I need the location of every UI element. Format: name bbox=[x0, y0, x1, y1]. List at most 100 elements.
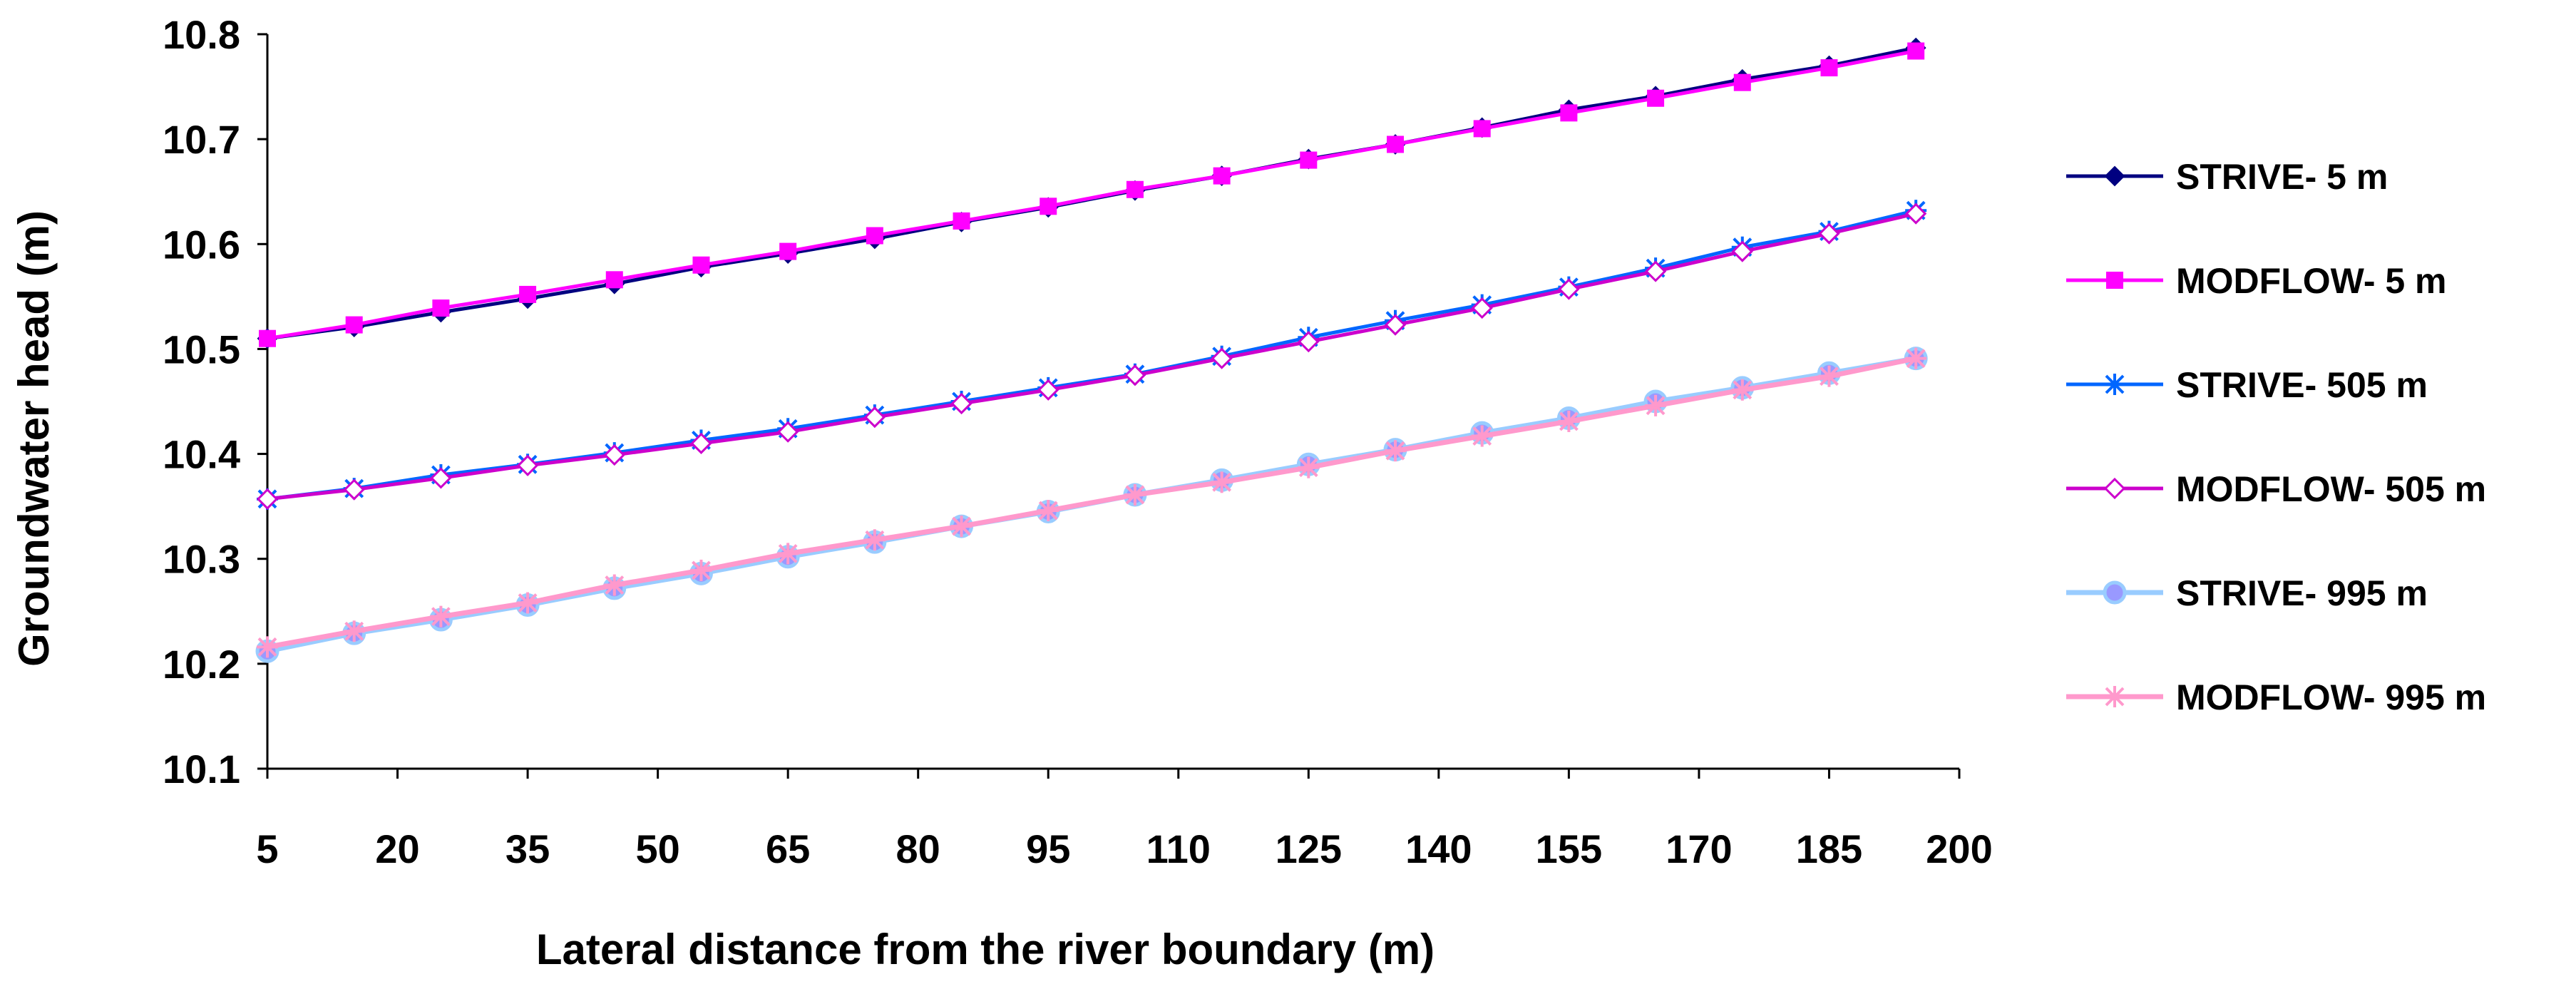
data-point bbox=[1731, 240, 1753, 262]
legend-swatch-marker bbox=[2106, 272, 2123, 289]
data-point bbox=[256, 488, 279, 510]
data-point bbox=[432, 299, 450, 317]
legend-label: STRIVE- 5 m bbox=[2176, 157, 2388, 197]
data-point bbox=[516, 454, 539, 476]
data-point bbox=[343, 478, 365, 501]
y-tick-label: 10.2 bbox=[163, 642, 240, 687]
x-tick-label: 125 bbox=[1276, 826, 1342, 871]
series-0 bbox=[257, 37, 1926, 349]
y-tick-label: 10.4 bbox=[163, 432, 240, 477]
data-point bbox=[692, 256, 710, 274]
x-tick-label: 95 bbox=[1026, 826, 1070, 871]
legend-item: STRIVE- 995 m bbox=[2066, 573, 2428, 613]
data-point bbox=[1905, 203, 1927, 225]
data-point bbox=[866, 227, 883, 245]
x-tick-label: 155 bbox=[1536, 826, 1602, 871]
y-tick-label: 10.5 bbox=[163, 327, 240, 372]
data-point bbox=[257, 636, 278, 658]
data-point bbox=[779, 242, 797, 260]
x-tick-label: 170 bbox=[1666, 826, 1732, 871]
data-point bbox=[1037, 379, 1059, 401]
series-line bbox=[267, 356, 1916, 650]
chart-series bbox=[255, 37, 1928, 663]
data-point bbox=[953, 212, 970, 230]
legend-label: STRIVE- 505 m bbox=[2176, 365, 2428, 405]
data-point bbox=[1818, 222, 1840, 245]
data-point bbox=[603, 574, 625, 596]
data-point bbox=[345, 316, 363, 334]
series-1 bbox=[259, 42, 1925, 347]
x-tick-label: 110 bbox=[1146, 826, 1211, 871]
data-point bbox=[1385, 440, 1406, 462]
y-axis-title: Groundwater head (m) bbox=[10, 210, 58, 667]
data-point bbox=[1211, 347, 1233, 369]
y-tick-label: 10.6 bbox=[163, 222, 240, 267]
legend-item: MODFLOW- 995 m bbox=[2066, 677, 2486, 717]
series-line bbox=[267, 49, 1916, 341]
data-point bbox=[1040, 198, 1057, 215]
x-tick-label: 185 bbox=[1796, 826, 1862, 871]
data-point bbox=[1298, 331, 1320, 353]
data-point bbox=[1733, 73, 1751, 91]
chart-legend: STRIVE- 5 m MODFLOW- 5 m STRIVE- 505 m MODF… bbox=[2066, 157, 2486, 717]
data-point bbox=[1820, 59, 1838, 77]
legend-label: MODFLOW- 995 m bbox=[2176, 677, 2486, 717]
x-tick-label: 80 bbox=[896, 826, 940, 871]
y-tick-label: 10.1 bbox=[163, 747, 240, 791]
legend-label: MODFLOW- 5 m bbox=[2176, 261, 2447, 301]
data-point bbox=[259, 329, 276, 347]
legend-label: STRIVE- 995 m bbox=[2176, 573, 2428, 613]
data-point bbox=[1384, 314, 1407, 336]
data-point bbox=[1213, 167, 1231, 185]
data-point bbox=[1818, 365, 1840, 387]
data-point bbox=[1473, 120, 1491, 138]
y-tick-label: 10.8 bbox=[163, 12, 240, 57]
x-tick-label: 140 bbox=[1405, 826, 1472, 871]
data-point bbox=[1037, 500, 1059, 522]
data-point bbox=[1558, 278, 1580, 300]
x-tick-label: 65 bbox=[766, 826, 810, 871]
data-point bbox=[690, 432, 712, 454]
series-3 bbox=[256, 203, 1927, 510]
data-point bbox=[690, 559, 712, 581]
legend-item: MODFLOW- 5 m bbox=[2066, 261, 2447, 301]
series-line bbox=[267, 208, 1916, 501]
y-tick-label: 10.3 bbox=[163, 537, 240, 582]
data-point bbox=[1124, 483, 1146, 506]
data-point bbox=[863, 406, 886, 429]
data-point bbox=[1644, 260, 1667, 282]
data-point bbox=[1647, 89, 1665, 107]
x-tick-label: 200 bbox=[1926, 826, 1992, 871]
data-point bbox=[1560, 104, 1578, 122]
legend-item: MODFLOW- 505 m bbox=[2066, 469, 2486, 509]
data-point bbox=[603, 444, 625, 466]
series-5 bbox=[257, 347, 1927, 658]
data-point bbox=[1471, 425, 1493, 447]
data-point bbox=[777, 543, 799, 565]
y-tick-label: 10.7 bbox=[163, 117, 240, 162]
data-point bbox=[430, 467, 452, 489]
data-point bbox=[1471, 297, 1493, 319]
data-point bbox=[430, 605, 452, 627]
data-point bbox=[1300, 151, 1318, 169]
data-point bbox=[1126, 180, 1144, 198]
data-point bbox=[1124, 364, 1146, 386]
data-point bbox=[517, 592, 539, 614]
series-line bbox=[267, 212, 1916, 501]
x-tick-label: 20 bbox=[375, 826, 419, 871]
legend-swatch-marker bbox=[2104, 374, 2125, 395]
data-point bbox=[343, 620, 365, 642]
data-point bbox=[1387, 135, 1404, 153]
x-axis-title: Lateral distance from the river boundary… bbox=[536, 926, 1435, 973]
chart-axes: 10.1 10.2 10.3 10.4 10.5 10.6 10.7 10.8 5 20 35 50 6… bbox=[163, 12, 1993, 871]
legend-label: MODFLOW- 505 m bbox=[2176, 469, 2486, 509]
x-tick-label: 5 bbox=[256, 826, 278, 871]
data-point bbox=[1298, 456, 1320, 478]
data-point bbox=[1211, 471, 1233, 493]
legend-swatch-marker bbox=[2103, 477, 2126, 500]
x-tick-label: 50 bbox=[635, 826, 679, 871]
legend-item: STRIVE- 505 m bbox=[2066, 365, 2428, 405]
legend-swatch-marker bbox=[2104, 686, 2125, 707]
legend-item: STRIVE- 5 m bbox=[2066, 157, 2388, 197]
